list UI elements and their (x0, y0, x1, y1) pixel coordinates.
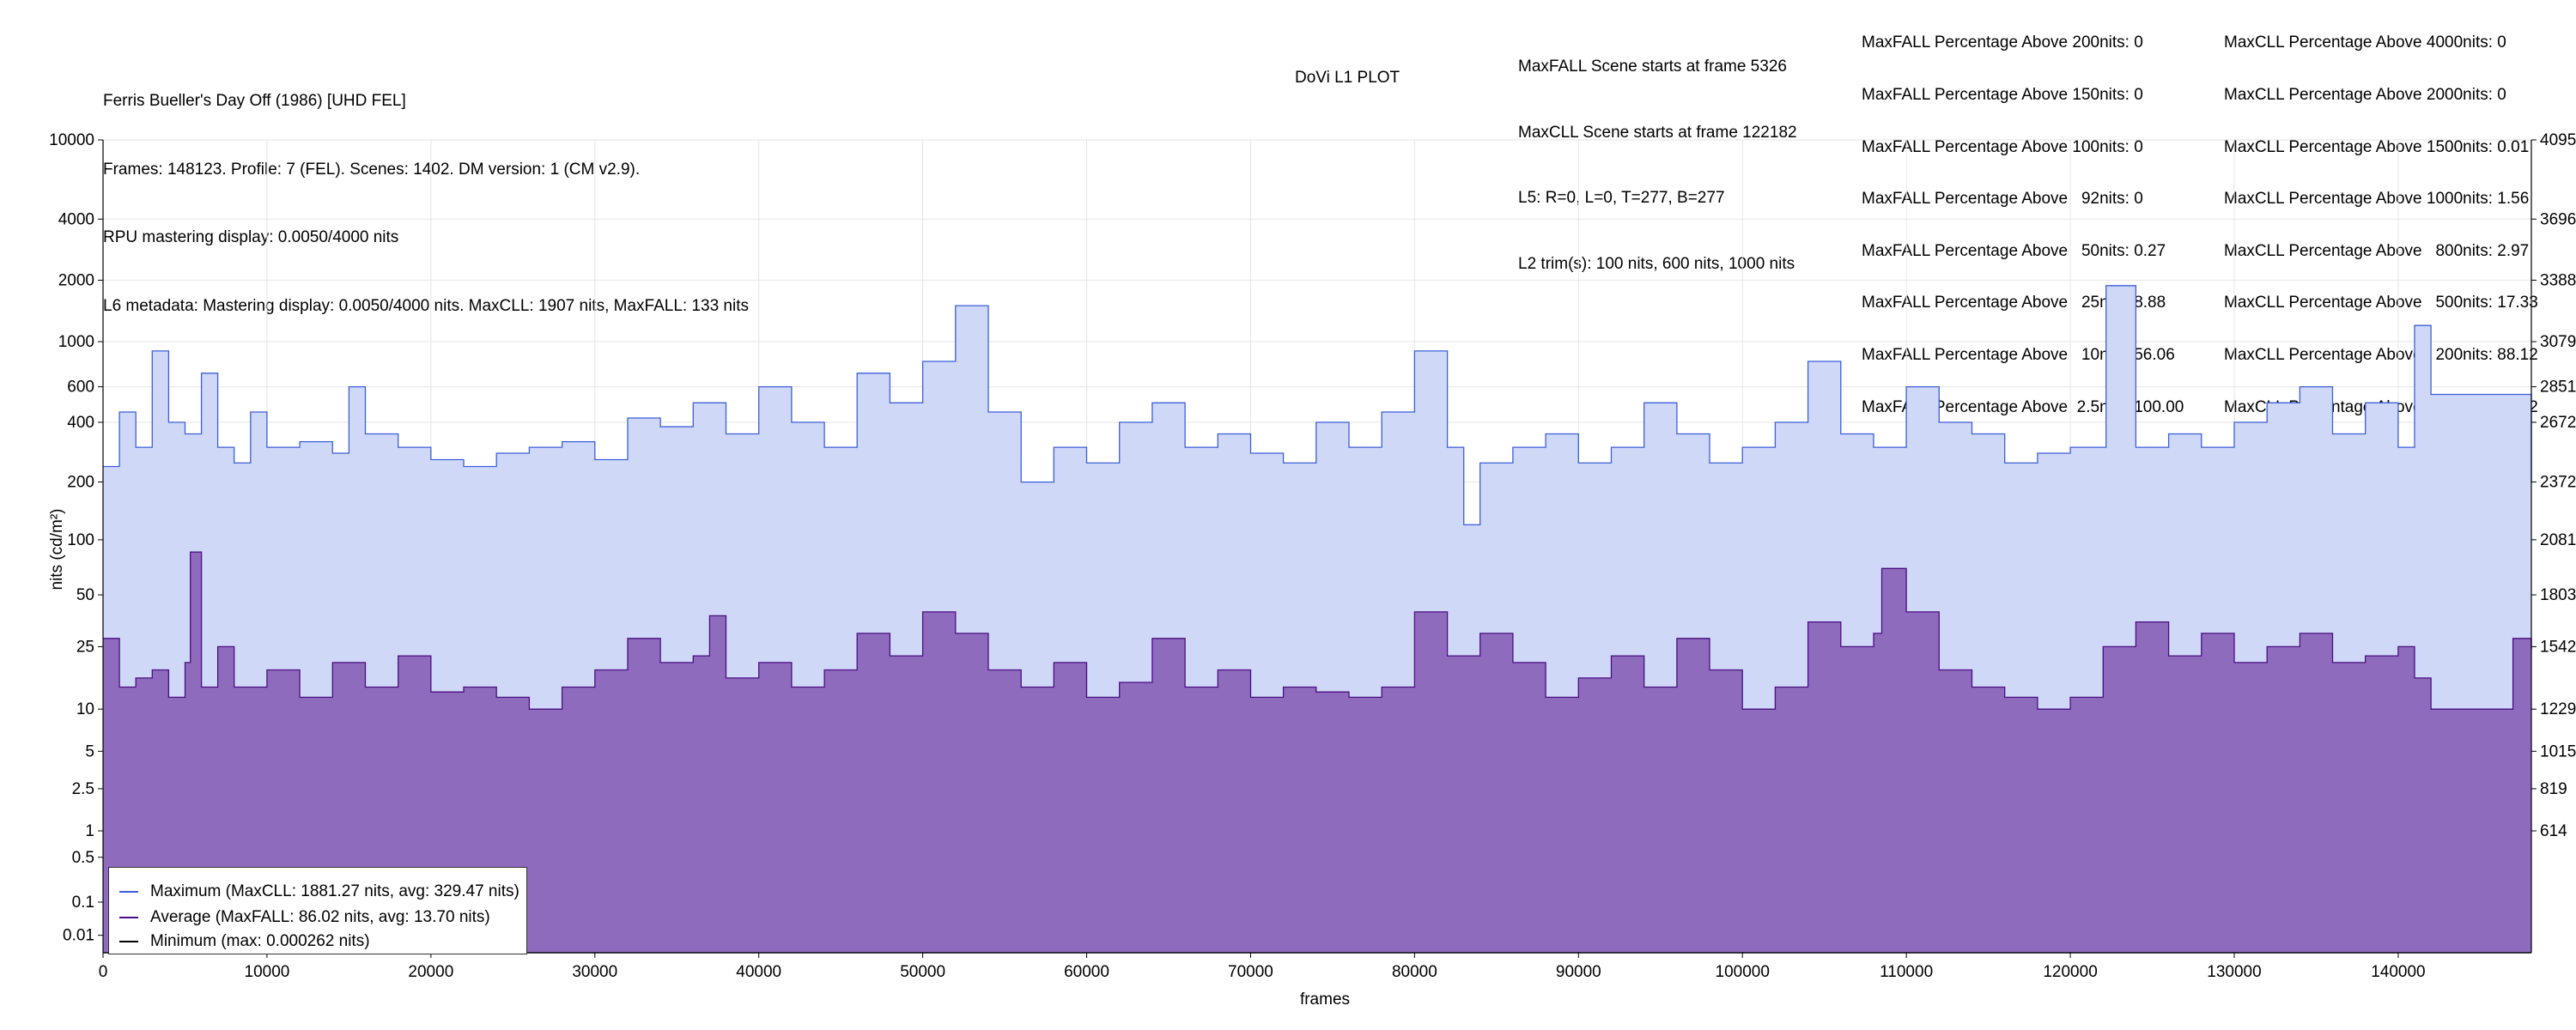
l2-info: L2 trim(s): 100 nits, 600 nits, 1000 nit… (1518, 254, 1795, 273)
y-right-tick-label: 1229 (2540, 700, 2576, 718)
y-right-tick-label: 1803 (2540, 586, 2576, 604)
y-right-tick-label: 3388 (2540, 271, 2576, 289)
maximum-line (103, 285, 2532, 526)
x-tick-label: 70000 (1228, 963, 1273, 981)
x-tick-label: 10000 (245, 963, 290, 981)
y-tick-label: 10 (76, 700, 94, 718)
x-tick-label: 80000 (1392, 963, 1437, 981)
y-right-tick-label: 1015 (2540, 742, 2576, 760)
y-tick-label: 100 (67, 531, 94, 549)
series-fill-layer (103, 285, 2531, 953)
y-right-tick-label: 3696 (2540, 210, 2576, 228)
y-right-tick-label: 819 (2540, 780, 2567, 798)
x-tick-label: 40000 (736, 963, 781, 981)
x-tick-label: 120000 (2043, 963, 2097, 981)
y-right-tick-label: 2851 (2540, 379, 2576, 397)
maxfall-stat-line: MaxFALL Percentage Above 92nits: 0 (1862, 190, 2143, 209)
maxfall-stat-line: MaxFALL Percentage Above 200nits: 0 (1862, 33, 2143, 52)
x-tick-label: 140000 (2371, 963, 2425, 981)
maxcll-stat-line: MaxCLL Percentage Above 1500nits: 0.01 (2224, 137, 2530, 156)
x-axis-label: frames (1300, 991, 1350, 1009)
l6-info: L6 metadata: Mastering display: 0.0050/4… (103, 296, 749, 315)
maxfall-stat-line: MaxFALL Percentage Above 25nits: 8.88 (1862, 294, 2166, 312)
maxcll-stat-line: MaxCLL Percentage Above 2000nits: 0 (2224, 86, 2506, 105)
y-tick-label: 2000 (58, 271, 94, 289)
y-right-tick-label: 4095 (2540, 131, 2576, 149)
frames-info: Frames: 148123. Profile: 7 (FEL). Scenes… (103, 160, 641, 179)
y-tick-label: 5 (85, 742, 94, 760)
legend-label-maximum: Maximum (MaxCLL: 1881.27 nits, avg: 329.… (150, 882, 519, 900)
legend-item-average: Average (MaxFALL: 86.02 nits, avg: 13.70… (119, 907, 490, 928)
y-tick-label: 2.5 (72, 780, 94, 798)
x-tick-label: 100000 (1716, 963, 1770, 981)
maxcll-stats: MaxCLL Percentage Above 4000nits: 0 MaxC… (2224, 0, 2538, 433)
y-tick-label: 200 (67, 474, 94, 492)
y-tick-label: 600 (67, 379, 94, 397)
y-tick-label: 25 (76, 638, 94, 656)
maxcll-stat-line: MaxCLL Percentage Above 800nits: 2.97 (2224, 241, 2530, 260)
x-tick-label: 60000 (1064, 963, 1109, 981)
y-axis-label: nits (cd/m²) (48, 509, 66, 591)
y-tick-label: 1 (85, 822, 94, 840)
legend-swatch-average (119, 917, 138, 918)
plot-title: DoVi L1 PLOT (1295, 69, 1400, 87)
axis-layer: 1000040002000100060040020010050251052.51… (49, 131, 2576, 981)
maxfall-stat-line: MaxFALL Percentage Above 100nits: 0 (1862, 137, 2143, 156)
x-tick-label: 90000 (1556, 963, 1601, 981)
legend-item-minimum: Minimum (max: 0.000262 nits) (119, 931, 370, 952)
l5-info: L5: R=0, L=0, T=277, B=277 (1518, 189, 1725, 207)
y-right-tick-label: 2081 (2540, 531, 2576, 549)
chart-legend: Maximum (MaxCLL: 1881.27 nits, avg: 329.… (108, 867, 527, 954)
y-tick-label: 0.1 (72, 894, 94, 912)
y-tick-label: 0.5 (72, 849, 94, 867)
maxcll-scene: MaxCLL Scene starts at frame 122182 (1518, 123, 1797, 142)
y-tick-label: 4000 (58, 210, 94, 228)
maxcll-stat-line: MaxCLL Percentage Above 500nits: 17.33 (2224, 294, 2538, 312)
y-right-tick-label: 2372 (2540, 474, 2576, 492)
y-tick-label: 0.01 (63, 927, 94, 945)
legend-item-maximum: Maximum (MaxCLL: 1881.27 nits, avg: 329.… (119, 882, 519, 902)
maxfall-stat-line: MaxFALL Percentage Above 150nits: 0 (1862, 86, 2143, 105)
y-right-tick-label: 614 (2540, 822, 2567, 840)
y-tick-label: 1000 (58, 333, 94, 351)
scene-info-block: MaxFALL Scene starts at frame 5326 MaxCL… (1518, 12, 1797, 297)
y-right-tick-label: 1542 (2540, 638, 2576, 656)
x-tick-label: 130000 (2207, 963, 2261, 981)
average-line (103, 551, 2532, 710)
y-tick-label: 50 (76, 586, 94, 604)
x-tick-label: 30000 (572, 963, 617, 981)
maxcll-stat-line: MaxCLL Percentage Above 4000nits: 0 (2224, 33, 2506, 52)
x-tick-label: 20000 (408, 963, 453, 981)
y-right-tick-label: 3079 (2540, 333, 2576, 351)
x-tick-label: 50000 (900, 963, 945, 981)
maxfall-stat-line: MaxFALL Percentage Above 50nits: 0.27 (1862, 241, 2166, 260)
legend-label-minimum: Minimum (max: 0.000262 nits) (150, 932, 370, 950)
maxfall-scene: MaxFALL Scene starts at frame 5326 (1518, 58, 1787, 76)
legend-swatch-maximum (119, 891, 138, 893)
x-tick-label: 110000 (1880, 963, 1933, 981)
info-left-block: Ferris Bueller's Day Off (1986) [UHD FEL… (103, 45, 749, 341)
maxcll-stat-line: MaxCLL Percentage Above 1000nits: 1.56 (2224, 190, 2530, 209)
maxfall-stats: MaxFALL Percentage Above 200nits: 0 MaxF… (1862, 0, 2184, 433)
legend-swatch-minimum (119, 941, 138, 942)
y-tick-label: 400 (67, 414, 94, 432)
x-tick-label: 0 (99, 963, 108, 981)
y-tick-label: 10000 (49, 131, 94, 149)
movie-title: Ferris Bueller's Day Off (1986) [UHD FEL… (103, 92, 406, 110)
y-right-tick-label: 2672 (2540, 414, 2576, 432)
legend-label-average: Average (MaxFALL: 86.02 nits, avg: 13.70… (150, 908, 490, 926)
rpu-info: RPU mastering display: 0.0050/4000 nits (103, 228, 399, 246)
maxcll-stat-line: MaxCLL Percentage Above 200nits: 88.12 (2224, 346, 2538, 365)
